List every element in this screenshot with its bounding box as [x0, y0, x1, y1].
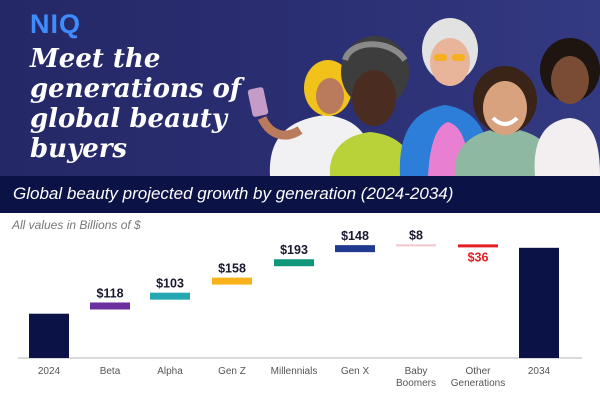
bar-2024 — [29, 313, 69, 358]
person-sunglasses — [399, 18, 491, 176]
headline-line: Meet the — [30, 44, 161, 74]
bar-2034 — [519, 247, 559, 358]
headline-line: buyers — [30, 134, 128, 164]
hero-banner: NIQ Meet the generations of global beaut… — [0, 0, 600, 176]
bar-beta — [90, 302, 130, 310]
brand-logo: NIQ — [30, 9, 82, 39]
bar-gen-x — [335, 245, 375, 253]
data-label: $193 — [280, 243, 308, 257]
data-label: $36 — [468, 250, 489, 264]
headline-line: global beauty — [30, 104, 227, 134]
unit-note: All values in Billions of $ — [12, 218, 141, 232]
tick-label: Gen X — [341, 366, 370, 377]
bar-other-generations — [458, 244, 498, 248]
waterfall-chart: $118 $103 $158 $193 $148 $8 $36 2024 Beta Alpha Ge… — [18, 230, 582, 389]
tick-label: Beta — [100, 366, 121, 377]
tick-label: Generations — [451, 378, 505, 389]
tick-label: Boomers — [396, 378, 436, 389]
bar-alpha — [150, 292, 190, 300]
person-locs — [329, 36, 411, 176]
data-label: $8 — [409, 230, 423, 242]
tick-label: Alpha — [157, 366, 183, 377]
person-girl — [534, 38, 600, 176]
subtitle-band: Global beauty projected growth by genera… — [0, 176, 600, 213]
person-laughing — [454, 66, 556, 176]
data-label: $158 — [218, 262, 246, 276]
tick-label: Gen Z — [218, 366, 246, 377]
tick-label: 2024 — [38, 366, 61, 377]
bar-millennials — [274, 259, 314, 267]
chart-title: Global beauty projected growth by genera… — [13, 184, 454, 203]
people-photo-collage — [247, 18, 600, 176]
tick-label: 2034 — [528, 366, 551, 377]
bar-gen-z — [212, 277, 252, 285]
headline: Meet the generations of global beauty bu… — [30, 44, 270, 164]
tick-label: Baby — [405, 366, 428, 377]
tick-label: Millennials — [271, 366, 318, 377]
data-label: $103 — [156, 277, 184, 291]
tick-label: Other — [465, 366, 491, 377]
data-label: $148 — [341, 230, 369, 243]
bar-baby-boomers — [396, 244, 436, 247]
data-label: $118 — [96, 286, 123, 300]
headline-line: generations of — [30, 74, 242, 104]
person-selfie — [247, 60, 373, 176]
